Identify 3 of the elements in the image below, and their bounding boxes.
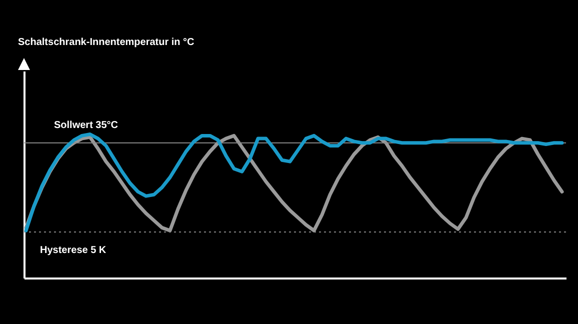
ref-line-label: Hysterese 5 K: [40, 245, 107, 256]
text: Schaltschrank-Innentemperatur in °C: [18, 37, 194, 48]
ref-line-label: Sollwert 35°C: [54, 120, 118, 131]
